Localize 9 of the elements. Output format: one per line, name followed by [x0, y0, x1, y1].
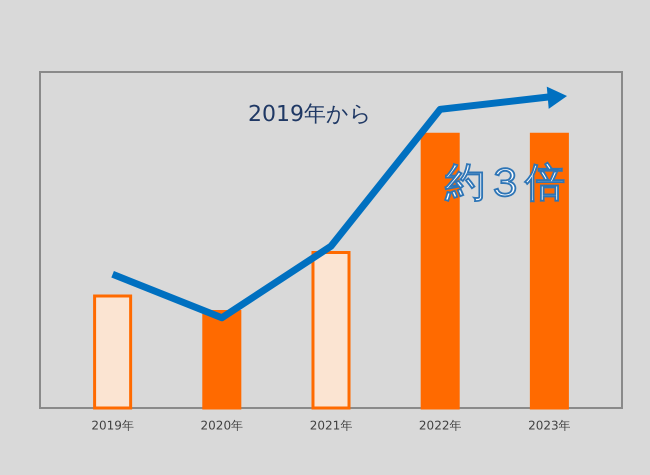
x-tick-label: 2020年	[200, 418, 244, 432]
x-tick-label: 2022年	[418, 418, 462, 432]
bar	[311, 250, 351, 410]
x-tick-label: 2019年	[91, 418, 134, 432]
bar	[93, 294, 132, 410]
x-tick-label: 2023年	[528, 418, 571, 432]
x-tick-label: 2021年	[310, 418, 352, 432]
annotation: 2019年から	[248, 102, 372, 127]
bar	[202, 310, 242, 410]
